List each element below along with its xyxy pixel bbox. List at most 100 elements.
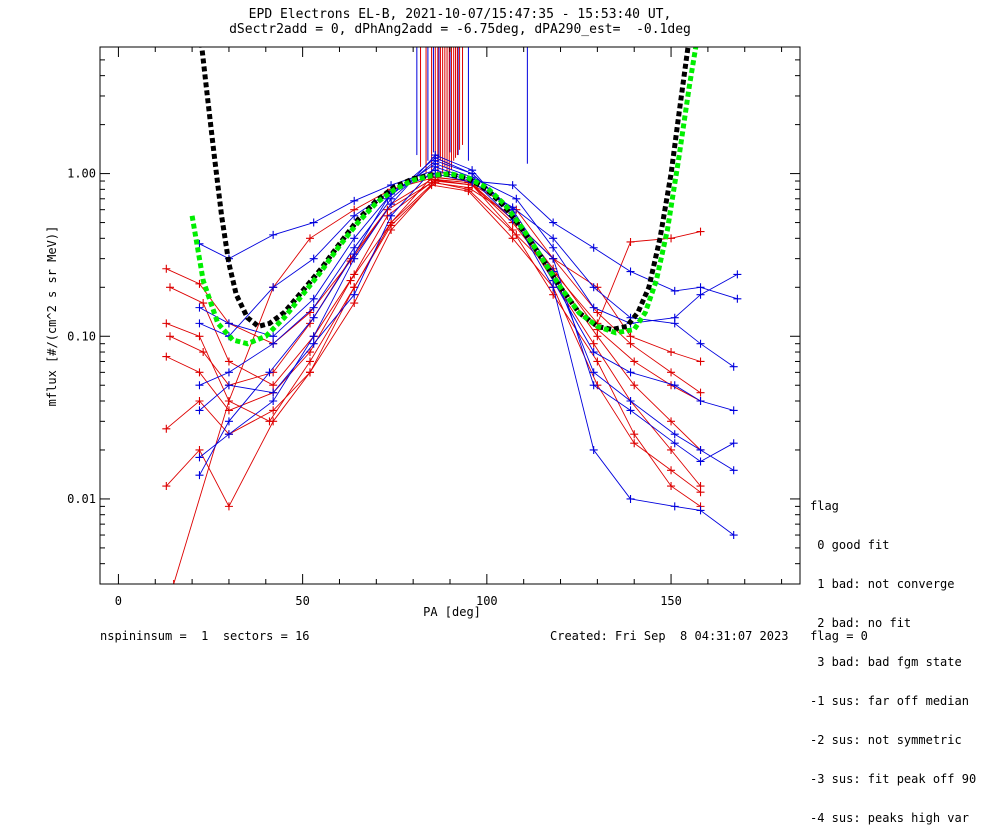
- x-tick-label: 0: [115, 594, 122, 608]
- data-point-blue: [733, 270, 742, 279]
- data-point-blue: [309, 339, 318, 348]
- data-point-red: [195, 396, 204, 405]
- data-point-red: [199, 299, 208, 308]
- data-point-blue: [696, 290, 705, 299]
- data-point-blue: [589, 303, 598, 312]
- data-point-blue: [549, 218, 558, 227]
- chart-title-line-1: EPD Electrons EL-B, 2021-10-07/15:47:35 …: [248, 7, 672, 22]
- data-point-blue: [670, 502, 679, 511]
- data-point-blue: [729, 362, 738, 371]
- y-tick-label: 1.00: [67, 167, 96, 181]
- data-point-blue: [431, 162, 440, 171]
- data-point-blue: [549, 283, 558, 292]
- data-point-red: [269, 406, 278, 415]
- series-line-blue: [199, 166, 734, 463]
- series-line-red: [169, 179, 701, 451]
- data-point-red: [508, 234, 517, 243]
- x-tick-label: 50: [295, 594, 309, 608]
- data-point-blue: [696, 339, 705, 348]
- data-point-red: [512, 230, 521, 239]
- data-point-blue: [549, 234, 558, 243]
- data-point-red: [667, 348, 676, 357]
- data-point-blue: [350, 234, 359, 243]
- data-point-red: [306, 357, 314, 366]
- data-point-blue: [696, 283, 705, 292]
- data-point-red: [667, 466, 676, 475]
- legend-item: -1 sus: far off median: [810, 694, 969, 708]
- data-point-red: [350, 299, 359, 308]
- data-point-blue: [309, 303, 318, 312]
- data-point-red: [346, 276, 355, 285]
- data-point-red: [549, 290, 558, 299]
- data-point-blue: [589, 381, 598, 390]
- data-point-red: [195, 332, 204, 341]
- data-point-red: [162, 319, 171, 328]
- data-point-blue: [729, 406, 738, 415]
- data-point-red: [589, 339, 598, 348]
- chart-svg: 0 50 100 150 0.01 0.10 1.00 PA [deg] mflux [#/…: [45, 46, 801, 619]
- data-point-red: [593, 357, 602, 366]
- data-point-red: [667, 482, 676, 491]
- data-point-blue: [309, 313, 318, 322]
- data-point-blue: [670, 319, 679, 328]
- data-point-blue: [626, 267, 635, 276]
- data-point-red: [696, 488, 705, 497]
- data-point-red: [269, 381, 278, 390]
- data-point-red: [224, 396, 233, 405]
- series-line-red: [166, 184, 701, 493]
- data-point-red: [224, 357, 233, 366]
- data-point-red: [667, 417, 676, 426]
- data-point-red: [667, 368, 676, 377]
- data-point-blue: [387, 211, 396, 220]
- data-point-red: [162, 482, 171, 491]
- data-point-red: [162, 352, 171, 361]
- data-point-blue: [224, 417, 233, 426]
- y-tick-label: 0.10: [67, 329, 96, 343]
- data-point-blue: [670, 430, 679, 439]
- data-point-red: [306, 368, 314, 377]
- data-point-red: [169, 580, 178, 584]
- data-point-blue: [468, 169, 477, 178]
- data-point-blue: [350, 250, 359, 259]
- data-point-blue: [224, 319, 233, 328]
- data-point-blue: [696, 506, 705, 515]
- data-point-blue: [224, 430, 233, 439]
- data-point-red: [667, 234, 676, 243]
- data-point-blue: [195, 406, 204, 415]
- y-axis-label: mflux [#/(cm^2 s sr MeV)]: [45, 226, 59, 407]
- data-point-red: [696, 227, 705, 236]
- data-point-blue: [626, 406, 635, 415]
- fit-curve-green: [189, 47, 699, 347]
- data-point-red: [626, 332, 635, 341]
- data-point-blue: [195, 381, 204, 390]
- flag-legend: flag 0 good fit 1 bad: not converge 2 ba…: [810, 474, 976, 838]
- data-point-blue: [626, 396, 635, 405]
- data-point-blue: [670, 439, 679, 448]
- footer-spin-info: nspininsum = 1 sectors = 16: [100, 629, 310, 643]
- data-point-red: [350, 283, 359, 292]
- legend-item: 2 bad: no fit: [810, 616, 912, 630]
- data-point-red: [224, 502, 233, 511]
- data-point-blue: [508, 181, 517, 190]
- series-line-red: [173, 176, 701, 584]
- data-point-blue: [195, 471, 204, 480]
- data-point-red: [696, 357, 705, 366]
- data-point-blue: [549, 254, 558, 263]
- data-point-blue: [309, 254, 318, 263]
- data-point-red: [593, 332, 602, 341]
- data-point-blue: [589, 368, 598, 377]
- data-point-blue: [549, 243, 558, 252]
- data-point-blue: [729, 466, 738, 475]
- data-point-blue: [269, 230, 278, 239]
- data-point-red: [387, 221, 396, 230]
- data-point-red: [626, 339, 635, 348]
- data-point-red: [195, 445, 204, 454]
- legend-item: -3 sus: fit peak off 90: [810, 772, 977, 786]
- series-line-red: [169, 179, 701, 394]
- data-point-blue: [269, 283, 278, 292]
- data-point-red: [306, 234, 314, 243]
- data-point-red: [199, 348, 208, 357]
- series-line-blue: [199, 160, 734, 471]
- x-tick-label: 100: [476, 594, 498, 608]
- legend-item: 0 good fit: [810, 538, 890, 552]
